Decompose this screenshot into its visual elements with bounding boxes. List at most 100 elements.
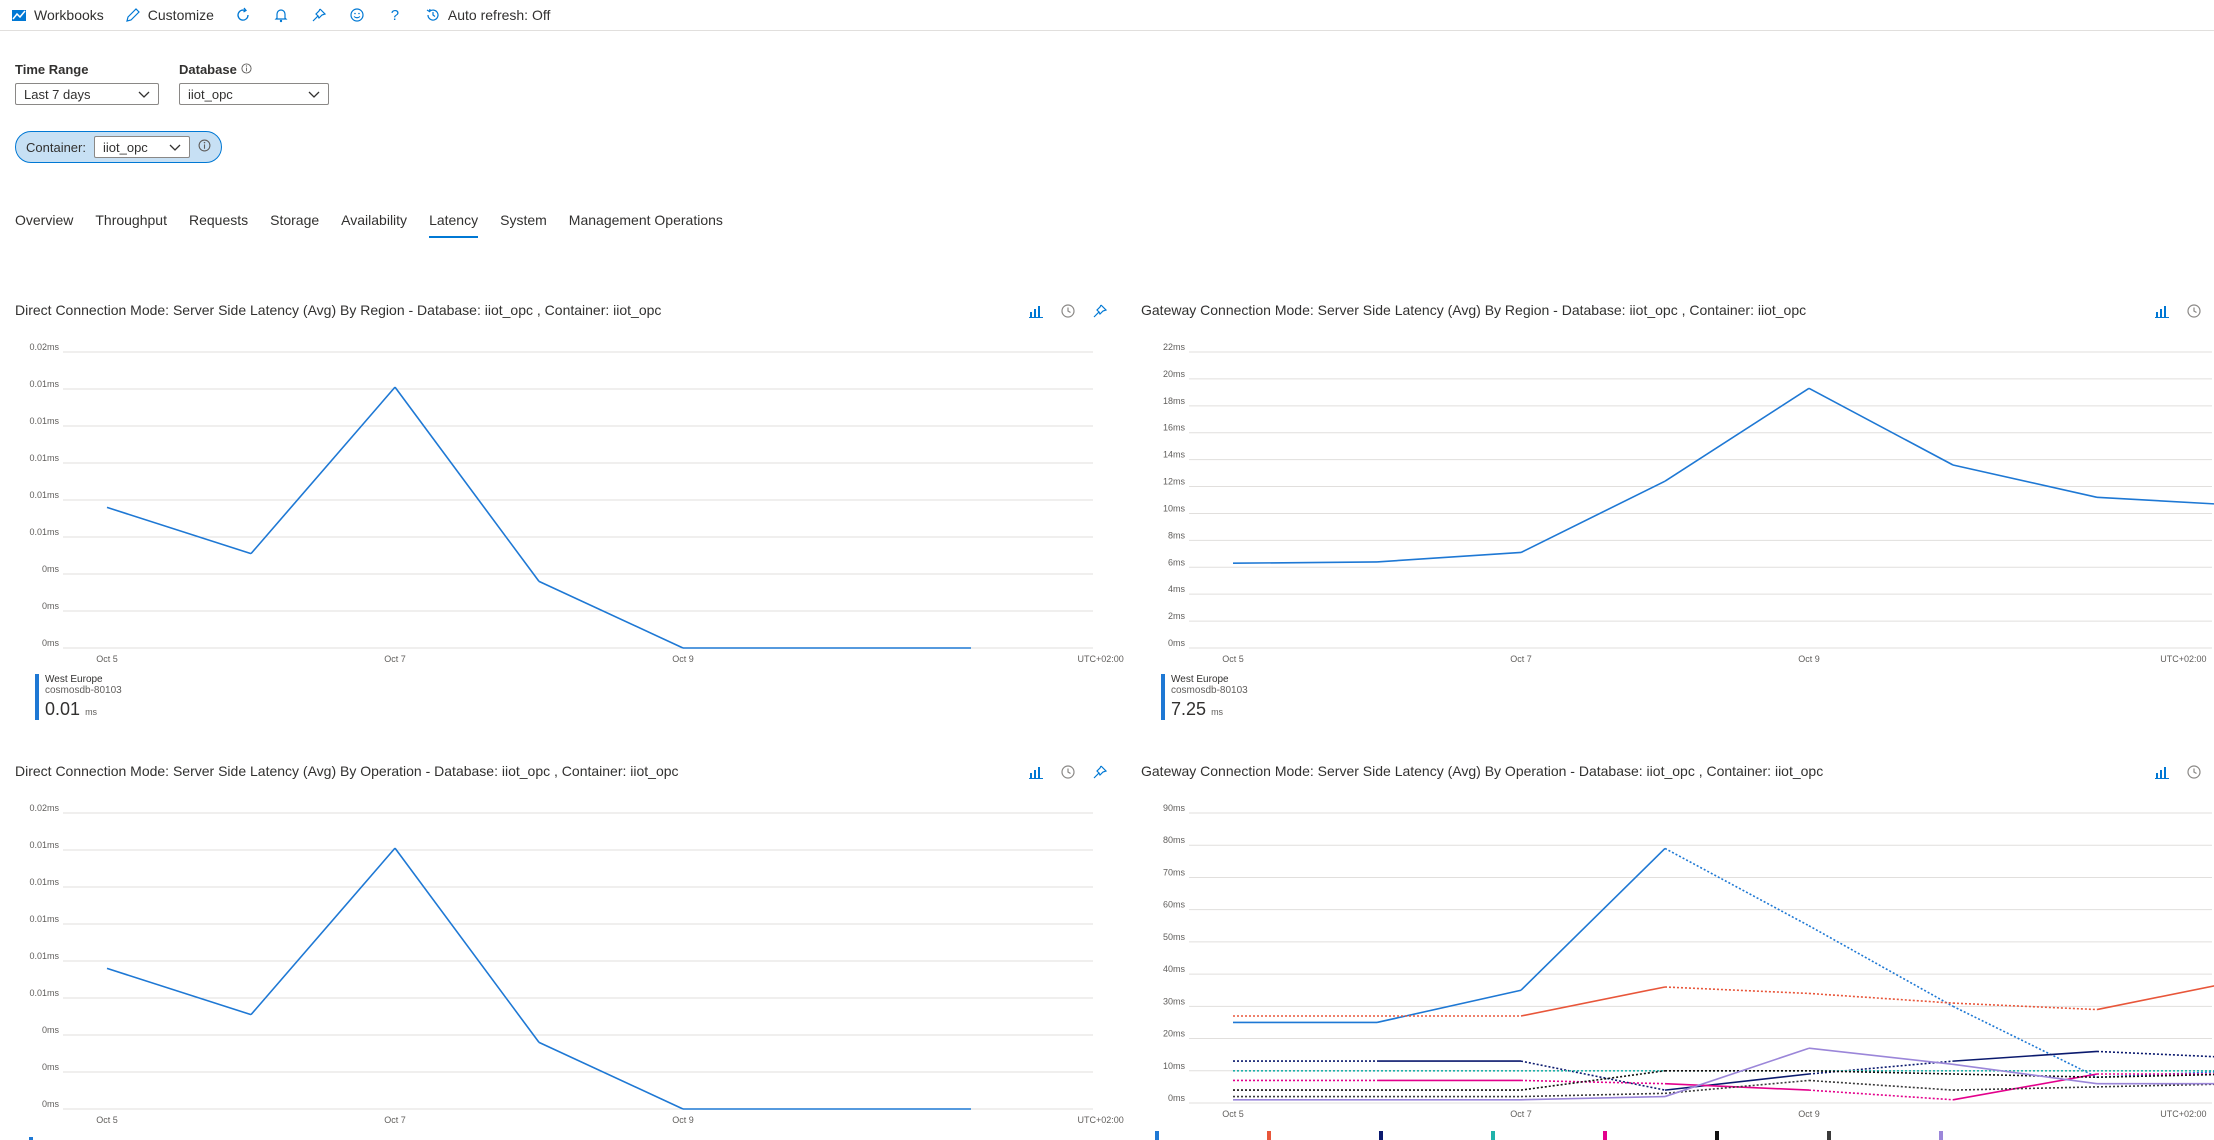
container-label: Container: [26,139,86,155]
tab-system[interactable]: System [500,212,547,228]
x-tick-label: Oct 9 [1798,1109,1820,1119]
time-range-dropdown[interactable]: Last 7 days [15,83,159,105]
x-tick-label: Oct 9 [1798,654,1820,664]
legend-swatch [1715,1131,1719,1140]
y-tick-label: 16ms [1163,423,1186,433]
tab-management-operations[interactable]: Management Operations [568,212,723,228]
y-tick-label: 2ms [1168,611,1186,621]
database-dropdown[interactable]: iiot_opc [179,83,329,105]
legend[interactable]: West Europe cosmosdb-80103 7.25 ms [1161,674,1248,723]
line-chart: 22ms 20ms 18ms 16ms 14ms 12ms 10ms 8ms 6ms 4ms 2ms… [1163,342,2214,664]
y-tick-label: 20ms [1163,1029,1186,1039]
x-tick-label: Oct 7 [384,654,406,664]
bell-icon [272,6,290,24]
line-chart: 90ms 80ms 70ms 60ms 50ms 40ms 30ms 20ms 10ms 0ms O… [1155,803,2214,1140]
tab-requests[interactable]: Requests [188,212,249,228]
y-tick-label: 0.01ms [29,416,59,426]
series-line-segment [394,847,540,1043]
refresh-button[interactable] [224,0,262,30]
y-tick-label: 0.01ms [29,840,59,850]
series-line-segment [2096,496,2214,505]
pin-icon[interactable] [1091,302,1109,320]
pin-icon [310,6,328,24]
legend-swatch [1827,1131,1831,1140]
y-tick-label: 0ms [42,1099,60,1109]
legend-swatch [1603,1131,1607,1140]
tab-storage[interactable]: Storage [270,212,320,228]
help-button[interactable]: ? [376,0,414,30]
x-tick-label: UTC+02:00 [2160,654,2206,664]
legend-series-sub: cosmosdb-80103 [45,685,122,696]
info-icon[interactable] [198,139,211,155]
pin-icon[interactable] [1091,763,1109,781]
history-icon[interactable] [1059,302,1077,320]
workbooks-icon [10,6,28,24]
y-tick-label: 0.01ms [29,877,59,887]
x-tick-label: Oct 7 [384,1115,406,1125]
y-tick-label: 6ms [1168,557,1186,567]
legend-value: 7.25 ms [1171,698,1248,723]
y-tick-label: 80ms [1163,835,1186,845]
panel-title: Direct Connection Mode: Server Side Late… [15,763,679,779]
series-line-segment [2096,1050,2214,1058]
history-icon[interactable] [2185,302,2203,320]
y-tick-label: 18ms [1163,396,1186,406]
legend-value-unit: ms [1211,707,1224,717]
y-tick-label: 0.02ms [29,342,59,352]
y-tick-label: 20ms [1163,369,1186,379]
history-icon[interactable] [2185,763,2203,781]
info-icon[interactable] [241,62,252,77]
customize-button[interactable]: Customize [114,0,224,30]
panel-gateway-by-region: Gateway Connection Mode: Server Side Lat… [1141,302,2214,722]
workbooks-button[interactable]: Workbooks [0,0,114,30]
y-tick-label: 0.02ms [29,803,59,813]
legend[interactable]: West Europe cosmosdb-80103 0.01 ms [35,674,122,723]
time-range-filter: Time Range Last 7 days [15,62,159,105]
parameter-bar: Time Range Last 7 days Database iiot_opc [15,62,329,105]
container-filter: Container: iiot_opc [15,131,222,163]
tab-latency[interactable]: Latency [429,212,479,238]
chevron-down-icon [308,87,320,102]
auto-refresh-button[interactable]: Auto refresh: Off [414,0,560,30]
series-line-segment [1520,1079,1666,1085]
history-icon [424,6,442,24]
x-tick-label: UTC+02:00 [2160,1109,2206,1119]
series-line-segment [1664,847,1810,927]
tab-availability[interactable]: Availability [341,212,408,228]
panel-actions [2153,302,2203,320]
series-line-segment [1808,1079,1954,1091]
history-icon[interactable] [1059,763,1077,781]
y-tick-label: 0.01ms [29,988,59,998]
x-tick-label: Oct 7 [1510,654,1532,664]
series-line-segment [106,967,252,1016]
series-line-segment [1664,1073,1810,1091]
chart-icon[interactable] [2153,302,2171,320]
legend-swatch [1379,1131,1383,1140]
series-line-segment [1952,1086,2098,1091]
chart-icon[interactable] [2153,763,2171,781]
chart-icon[interactable] [1027,763,1045,781]
series-line-segment [1664,1047,1810,1098]
smiley-icon [348,6,366,24]
feedback-button[interactable] [338,0,376,30]
y-tick-label: 22ms [1163,342,1186,352]
container-dropdown[interactable]: iiot_opc [93,136,190,158]
time-range-label: Time Range [15,62,159,77]
series-line-segment [1520,847,1666,991]
series-line-segment [1520,480,1666,554]
pin-button[interactable] [300,0,338,30]
chart-icon[interactable] [1027,302,1045,320]
legend-series-name: West Europe [45,674,103,685]
series-line-segment [1952,1050,2098,1062]
y-tick-label: 0ms [42,1025,60,1035]
legend-value-number: 0.01 [45,699,81,719]
alert-button[interactable] [262,0,300,30]
series-line-segment [538,1041,684,1110]
y-tick-label: 50ms [1163,932,1186,942]
tab-overview[interactable]: Overview [15,212,74,228]
series-line-segment [1808,1047,1954,1066]
tab-bar: Overview Throughput Requests Storage Ava… [15,212,723,238]
tab-throughput[interactable]: Throughput [95,212,167,228]
series-line-segment [1664,387,1810,482]
y-tick-label: 40ms [1163,964,1186,974]
